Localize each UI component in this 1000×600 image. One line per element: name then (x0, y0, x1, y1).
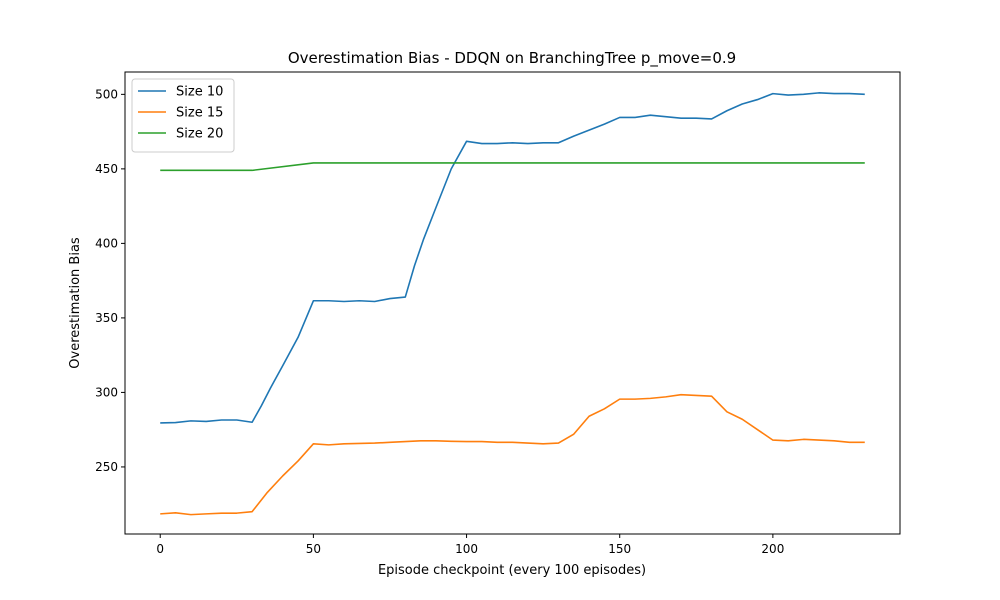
plot-lines (160, 92, 865, 516)
x-tick-label: 50 (306, 542, 321, 556)
series-line-3 (160, 162, 865, 172)
legend-label: Size 10 (176, 85, 223, 100)
x-tick-label: 200 (761, 542, 784, 556)
y-tick-label: 350 (95, 311, 118, 325)
x-tick-label: 150 (608, 542, 631, 556)
y-tick-label: 250 (95, 460, 118, 474)
legend: Size 10 Size 15 Size 20 (131, 78, 235, 153)
x-axis-ticks: 0 50 100 150 200 (156, 534, 784, 556)
plot-frame (124, 71, 901, 535)
y-tick-label: 400 (95, 236, 118, 250)
x-tick-label: 100 (455, 542, 478, 556)
y-tick-label: 300 (95, 385, 118, 399)
x-axis-label: Episode checkpoint (every 100 episodes) (378, 563, 646, 578)
series-line-2 (160, 393, 865, 516)
chart-title: Overestimation Bias - DDQN on BranchingT… (288, 49, 736, 68)
y-tick-label: 500 (95, 87, 118, 101)
y-axis-ticks: 250 300 350 400 450 500 (95, 87, 125, 474)
x-tick-label: 0 (156, 542, 164, 556)
series-line-1 (160, 92, 865, 424)
legend-label: Size 20 (176, 127, 223, 142)
legend-label: Size 15 (176, 106, 223, 121)
y-tick-label: 450 (95, 162, 118, 176)
y-axis-label: Overestimation Bias (68, 237, 83, 369)
